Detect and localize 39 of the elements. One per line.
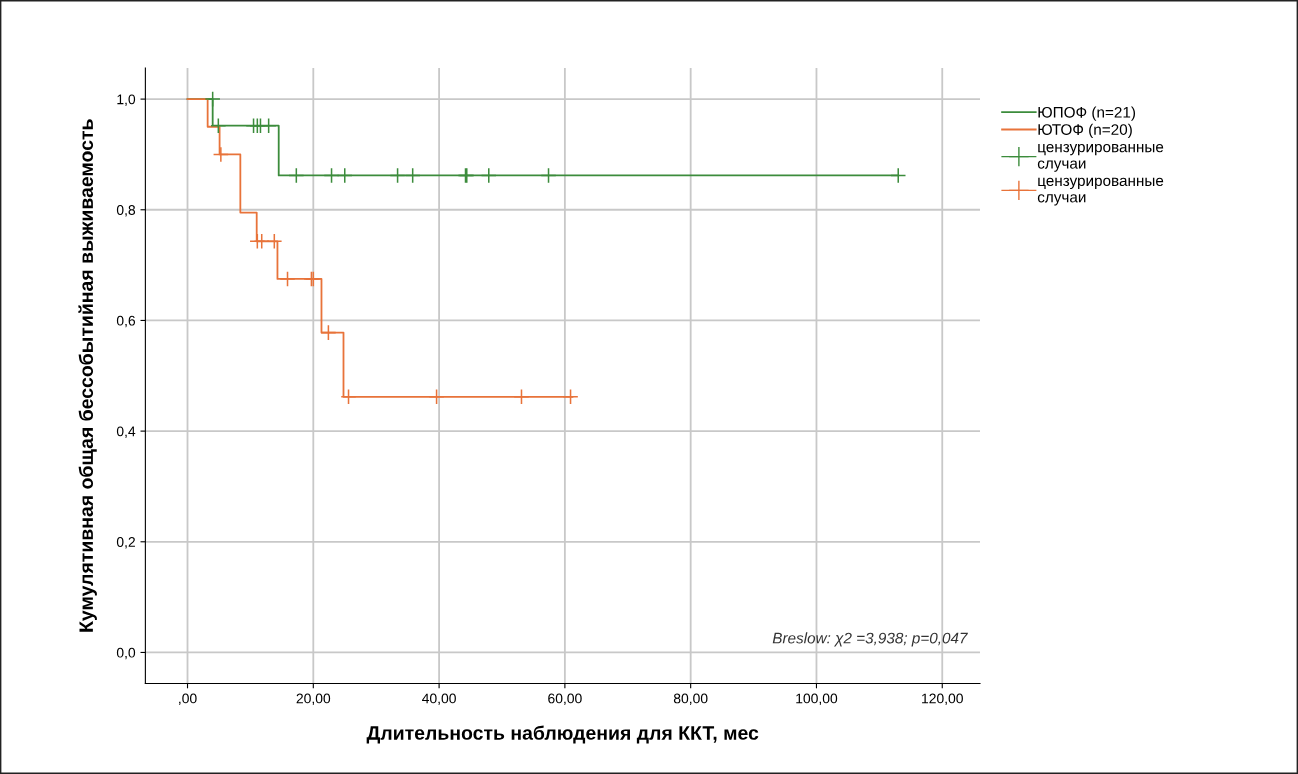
x-tick-label: 40,00 — [422, 693, 456, 706]
y-tick-label: 0,6 — [116, 315, 136, 328]
x-tick-label: 120,00 — [922, 693, 963, 706]
point — [428, 388, 445, 405]
x-tick-label: 80,00 — [673, 693, 708, 706]
point — [540, 167, 557, 184]
point — [288, 167, 305, 184]
y-axis-title: Кумулятивная общая бессобытийная выживаемость — [78, 119, 97, 632]
y-tick-label: 0,0 — [116, 647, 136, 660]
point — [562, 388, 579, 405]
y-tick-label: 0,2 — [116, 537, 135, 549]
y-tick-label: 0,8 — [116, 205, 136, 217]
point — [210, 117, 227, 134]
point — [279, 270, 296, 287]
x-axis-title: Длительность наблюдения для ККТ, мес — [366, 725, 759, 744]
point — [260, 117, 277, 134]
point — [404, 167, 421, 184]
point — [320, 324, 337, 341]
point — [480, 167, 497, 184]
point — [890, 167, 907, 184]
point — [513, 388, 530, 405]
y-tick-label: 0,4 — [116, 426, 136, 438]
point — [336, 167, 353, 184]
x-tick-label: 20,00 — [296, 693, 331, 706]
point — [253, 233, 270, 250]
point — [323, 167, 340, 184]
y-tick-label: 1,0 — [117, 94, 136, 106]
legend-label: цензурированные случаи — [1037, 177, 1164, 206]
legend-label: ЮПОФ (n=21) — [1038, 106, 1136, 121]
point — [340, 388, 357, 405]
point — [389, 167, 406, 184]
legend-label: ЮТОФ (n=20) — [1038, 123, 1132, 139]
x-tick-label: ,00 — [179, 693, 197, 706]
x-tick-label: 60,00 — [548, 693, 582, 706]
point — [204, 91, 221, 108]
point — [212, 146, 229, 163]
x-tick-label: 100,00 — [796, 693, 838, 706]
point — [266, 233, 283, 250]
annotation: Breslow: χ2 =3,938; p=0,047 — [772, 632, 968, 647]
